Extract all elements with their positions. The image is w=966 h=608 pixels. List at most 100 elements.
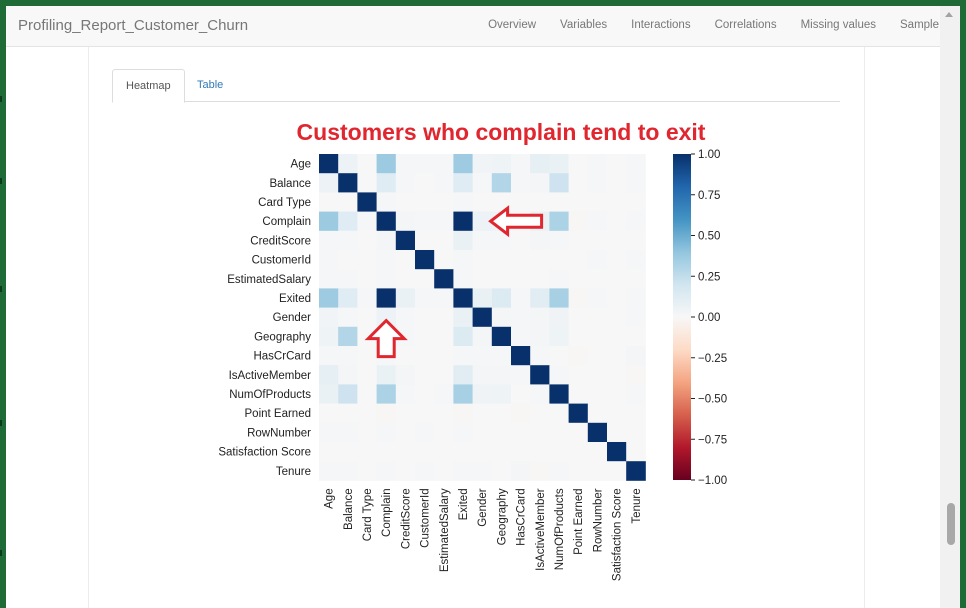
heatmap-cell: [319, 288, 339, 308]
heatmap-cell: [549, 211, 569, 232]
nav-link-variables[interactable]: Variables: [560, 19, 608, 31]
y-tick-label: Gender: [273, 312, 312, 324]
heatmap-cell: [434, 403, 454, 424]
heatmap-cell: [376, 230, 397, 251]
heatmap-cell: [319, 250, 339, 270]
heatmap-cell: [491, 192, 512, 212]
heatmap-cell: [338, 442, 358, 462]
heatmap-cell: [472, 442, 493, 462]
y-tick-label: RowNumber: [247, 427, 311, 439]
heatmap-cell: [472, 269, 493, 289]
heatmap-cell: [607, 173, 627, 193]
heatmap-cell: [434, 442, 454, 462]
heatmap-cell: [357, 288, 377, 308]
heatmap-cell: [415, 307, 435, 328]
heatmap-cell: [357, 211, 377, 232]
colorbar-tick-label: −1.00: [698, 475, 727, 487]
heatmap-cell: [568, 269, 589, 289]
y-tick-label: Tenure: [276, 466, 311, 478]
heatmap-cell: [453, 211, 473, 232]
heatmap-cell: [338, 403, 358, 424]
heatmap-cell: [491, 288, 512, 308]
heatmap-cell: [319, 173, 339, 193]
heatmap-cell: [530, 346, 550, 366]
navbar: Profiling_Report_Customer_Churn Overview…: [6, 6, 944, 47]
heatmap-cell: [415, 211, 435, 232]
heatmap-cell: [415, 230, 435, 251]
x-tick-label: Gender: [477, 488, 489, 527]
heatmap-cell: [568, 403, 589, 424]
heatmap-cell: [319, 422, 339, 443]
heatmap-cell: [338, 346, 358, 366]
heatmap-cell: [587, 250, 608, 270]
nav-link-sample[interactable]: Sample: [900, 19, 939, 31]
heatmap-cell: [395, 422, 416, 443]
heatmap-cell: [568, 192, 589, 212]
heatmap-cell: [319, 442, 339, 462]
scrollbar-track[interactable]: [940, 6, 960, 608]
heatmap-cell: [338, 288, 358, 308]
heatmap-cell: [568, 461, 589, 481]
heatmap-cell: [587, 173, 608, 193]
tab-table[interactable]: Table: [197, 79, 224, 91]
heatmap-cell: [626, 230, 646, 251]
x-tick-label: NumOfProducts: [554, 488, 566, 570]
heatmap-cell: [607, 154, 627, 174]
heatmap-cell: [395, 461, 416, 481]
heatmap-cell: [607, 403, 627, 424]
scrollbar-thumb[interactable]: [947, 503, 955, 545]
heatmap-cell: [530, 326, 550, 347]
left-arrow-icon: [488, 205, 544, 238]
heatmap-cell: [472, 422, 493, 443]
heatmap-cell: [587, 442, 608, 462]
heatmap-cell: [415, 461, 435, 481]
heatmap-cell: [568, 365, 589, 385]
y-tick-label: Card Type: [258, 197, 311, 209]
x-tick-label: Age: [324, 488, 336, 508]
heatmap-cell: [338, 422, 358, 443]
heatmap-cell: [415, 384, 435, 404]
scroll-up-arrow-icon[interactable]: [945, 12, 953, 17]
heatmap-cell: [549, 403, 569, 424]
heatmap-cell: [472, 192, 493, 212]
nav-link-overview[interactable]: Overview: [488, 19, 537, 31]
heatmap-cell: [376, 403, 397, 424]
heatmap-cell: [338, 192, 358, 212]
nav-link-correlations[interactable]: Correlations: [714, 19, 777, 31]
colorbar-tick-label: 1.00: [698, 149, 720, 161]
heatmap-cell: [587, 326, 608, 347]
heatmap-cell: [511, 365, 531, 385]
colorbar-tick-label: −0.50: [698, 394, 727, 406]
x-tick-label: Complain: [381, 488, 393, 537]
heatmap-cell: [453, 192, 473, 212]
nav-link-interactions[interactable]: Interactions: [631, 19, 691, 31]
x-tick-label: IsActiveMember: [535, 488, 547, 571]
heatmap-cell: [357, 346, 377, 366]
heatmap-cell: [549, 230, 569, 251]
heatmap-cell: [587, 269, 608, 289]
window-edge-mark: [0, 550, 2, 556]
heatmap-cell: [395, 230, 416, 251]
heatmap-cell: [511, 442, 531, 462]
heatmap-cell: [453, 250, 473, 270]
nav-link-missing-values[interactable]: Missing values: [800, 19, 876, 31]
heatmap-cell: [319, 346, 339, 366]
heatmap-cell: [338, 154, 358, 174]
x-tick-label: RowNumber: [592, 488, 604, 552]
heatmap-cell: [472, 288, 493, 308]
colorbar-tick-label: −0.75: [698, 434, 727, 446]
heatmap-cell: [338, 269, 358, 289]
heatmap-cell: [415, 422, 435, 443]
navbar-brand[interactable]: Profiling_Report_Customer_Churn: [18, 17, 249, 34]
heatmap-cell: [434, 211, 454, 232]
heatmap-cell: [491, 173, 512, 193]
tab-heatmap[interactable]: Heatmap: [112, 69, 185, 103]
heatmap-cell: [530, 365, 550, 385]
heatmap-cell: [434, 307, 454, 328]
heatmap-cell: [357, 192, 377, 212]
heatmap-cell: [395, 288, 416, 308]
heatmap-cell: [357, 365, 377, 385]
heatmap-cell: [587, 307, 608, 328]
heatmap-cell: [338, 384, 358, 404]
heatmap-cell: [319, 230, 339, 251]
